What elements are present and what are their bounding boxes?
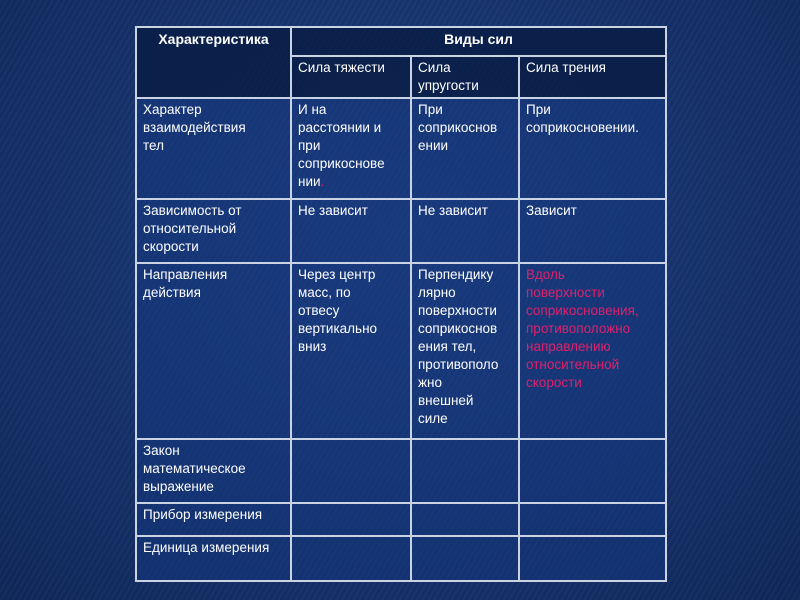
table-cell xyxy=(517,438,668,504)
table-cell xyxy=(290,535,412,582)
header-force-types: Виды сил xyxy=(289,26,668,57)
table-cell: И на расстоянии и при соприкоснове нии. xyxy=(290,97,412,200)
header-friction: Сила трения xyxy=(517,55,668,99)
table-cell: Зависит xyxy=(517,198,668,264)
table-cell: При соприкоснов ении xyxy=(410,97,520,200)
table-cell: При соприкосновении. xyxy=(517,97,668,200)
header-elasticity: Сила упругости xyxy=(410,55,520,99)
forces-table: Характеристика Виды сил Сила тяжести Сил… xyxy=(135,26,668,582)
table-row: Закон математическое выражение xyxy=(135,438,668,504)
table-cell xyxy=(410,502,520,537)
table-row: Зависимость от относительной скорости Не… xyxy=(135,198,668,264)
header-gravity: Сила тяжести xyxy=(290,55,412,99)
cell-text: И на расстоянии и при соприкоснове нии xyxy=(298,102,385,189)
table-cell xyxy=(290,502,412,537)
table-row: Характер взаимодействия тел И на расстоя… xyxy=(135,97,668,200)
table-cell: Не зависит xyxy=(290,198,412,264)
red-dot: . xyxy=(320,174,325,189)
table-cell-highlighted: Вдоль поверхности соприкосновения, проти… xyxy=(517,262,668,440)
table-row: Единица измерения xyxy=(135,535,668,582)
table-cell: Перпендику лярно поверхности соприкоснов… xyxy=(410,262,520,440)
row-label: Прибор измерения xyxy=(135,502,292,537)
table-cell xyxy=(517,535,668,582)
table-cell xyxy=(517,502,668,537)
table-row: Прибор измерения xyxy=(135,502,668,537)
table-cell xyxy=(290,438,412,504)
row-label: Направления действия xyxy=(135,262,292,440)
row-label: Закон математическое выражение xyxy=(135,438,292,504)
header-characteristic: Характеристика xyxy=(135,26,292,99)
table-cell: Через центр масс, по отвесу вертикально … xyxy=(290,262,412,440)
row-label: Характер взаимодействия тел xyxy=(135,97,292,200)
table-cell: Не зависит xyxy=(410,198,520,264)
row-label: Единица измерения xyxy=(135,535,292,582)
row-label: Зависимость от относительной скорости xyxy=(135,198,292,264)
table-row: Направления действия Через центр масс, п… xyxy=(135,262,668,440)
table-cell xyxy=(410,535,520,582)
table-cell xyxy=(410,438,520,504)
